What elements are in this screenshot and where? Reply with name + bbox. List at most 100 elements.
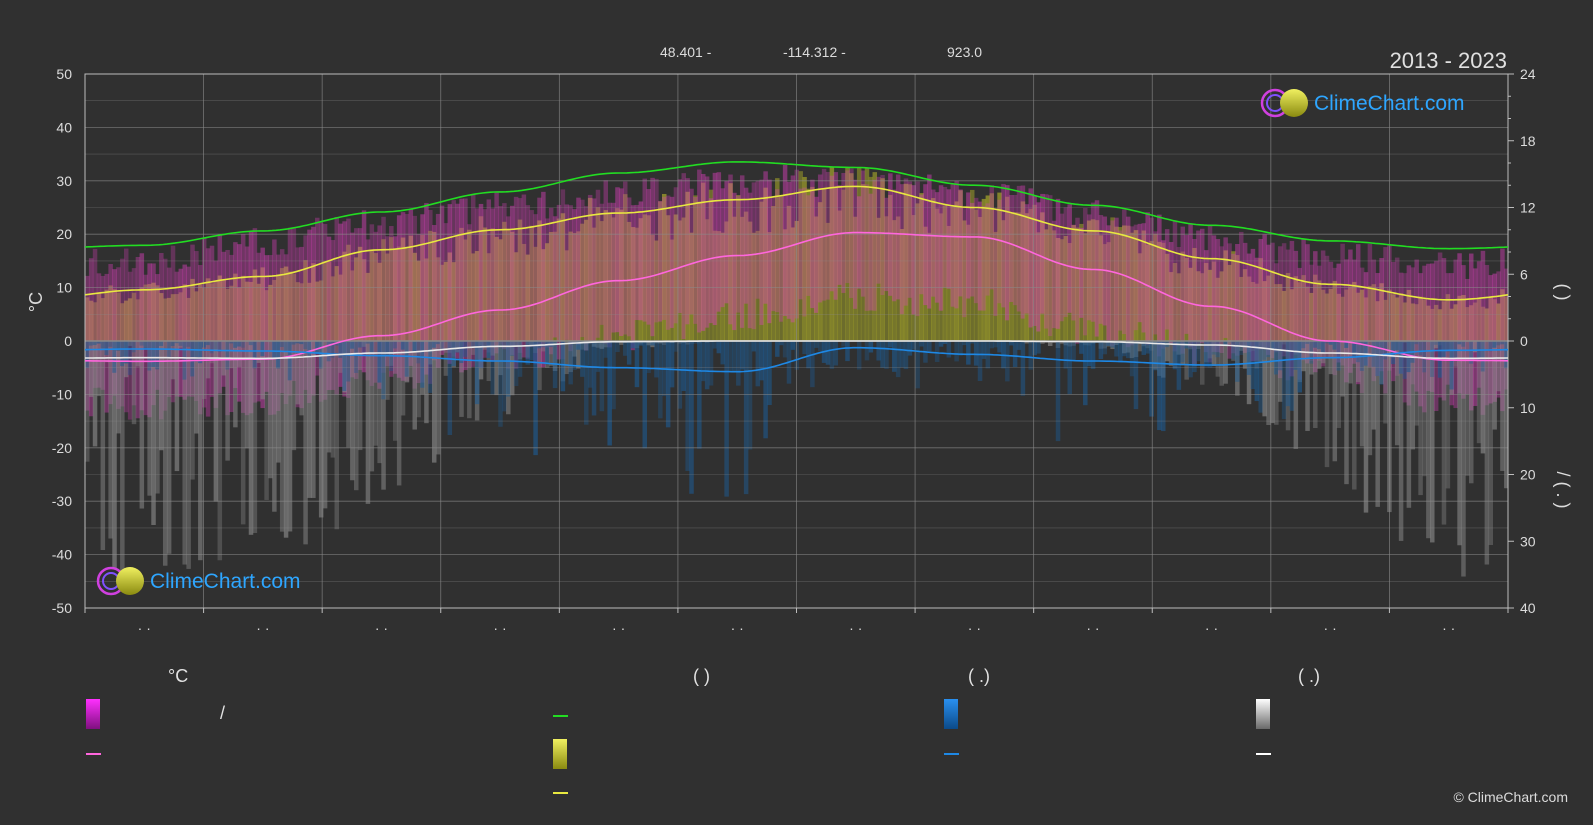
sunshine-bar xyxy=(1250,281,1256,341)
rain-bar xyxy=(942,341,948,345)
rain-bar xyxy=(693,341,698,344)
rain-bar xyxy=(1313,341,1318,348)
sunshine-bar xyxy=(736,194,741,341)
sunshine-bar xyxy=(252,269,258,341)
sunshine-bar xyxy=(1262,281,1267,341)
sunshine-bar xyxy=(1418,296,1423,341)
temp-range-bar xyxy=(1352,259,1357,364)
rain-bar xyxy=(810,341,815,388)
sunshine-bar xyxy=(1133,230,1139,341)
sunshine-bar xyxy=(1410,303,1416,341)
brand-logo-bottom[interactable]: ClimeChart.com xyxy=(96,566,301,596)
sunshine-bar xyxy=(1254,283,1260,341)
sunshine-bar xyxy=(985,195,991,341)
sunshine-bar xyxy=(373,253,378,341)
sunshine-bar xyxy=(1196,271,1201,341)
rain-bar xyxy=(229,341,234,344)
left-axis-unit: °C xyxy=(26,292,46,312)
temp-range-bar xyxy=(100,275,106,390)
snow-bar xyxy=(1336,341,1341,428)
legend-snow-swatch xyxy=(1256,699,1270,729)
temp-range-bar xyxy=(463,198,468,371)
sunshine-bar xyxy=(155,285,160,341)
sunshine-bar xyxy=(545,243,550,341)
snow-bar xyxy=(1028,341,1033,344)
sunshine-bar xyxy=(810,186,815,341)
snow-bar xyxy=(229,341,234,369)
snow-bar xyxy=(517,341,523,360)
temp-range-bar xyxy=(576,197,581,345)
snow-bar xyxy=(1114,341,1119,346)
snow-bar xyxy=(572,341,577,357)
snow-bar xyxy=(1122,341,1127,354)
sunshine-bar xyxy=(747,221,753,341)
left-tick-label: -10 xyxy=(52,386,72,402)
brand-name-top: ClimeChart.com xyxy=(1314,92,1465,115)
rain-bar xyxy=(509,341,515,356)
sunshine-bar xyxy=(1266,275,1271,341)
sunshine-bar xyxy=(431,231,437,341)
rain-bar xyxy=(1394,341,1400,351)
brand-logo-top[interactable]: ClimeChart.com xyxy=(1260,88,1465,118)
sunshine-bar xyxy=(841,189,846,341)
temp-range-bar xyxy=(829,175,835,292)
sunshine-bar xyxy=(1430,308,1435,341)
rain-bar xyxy=(248,341,254,346)
sunshine-bar xyxy=(408,235,414,341)
temp-range-bar xyxy=(911,185,917,315)
sunshine-bar xyxy=(1406,289,1412,341)
rain-bar xyxy=(194,341,199,362)
rain-bar xyxy=(576,341,581,350)
right-axis-label-bottom: / ( . ) xyxy=(1553,472,1573,509)
temp-range-bar xyxy=(447,204,453,364)
rain-bar xyxy=(198,341,203,364)
rain-bar xyxy=(654,341,659,378)
rain-bar xyxy=(96,341,102,344)
snow-bar xyxy=(127,341,133,346)
snow-bar xyxy=(1200,341,1205,385)
copyright-text: © ClimeChart.com xyxy=(1453,789,1568,805)
sunshine-bar xyxy=(837,210,842,341)
temp-range-bar xyxy=(1125,216,1131,348)
rain-bar xyxy=(782,341,788,358)
rain-bar xyxy=(1262,341,1267,360)
sunshine-bar xyxy=(1005,196,1010,341)
sunshine-bar xyxy=(131,292,137,341)
temp-range-bar xyxy=(229,254,234,413)
rain-bar xyxy=(287,341,293,381)
snow-bar xyxy=(1465,341,1470,476)
sunshine-bar xyxy=(1203,262,1209,341)
sunshine-bar xyxy=(724,221,729,341)
temp-range-bar xyxy=(233,242,238,389)
temp-range-bar xyxy=(1200,228,1205,344)
rain-bar xyxy=(1161,341,1166,432)
sunshine-bar xyxy=(1238,276,1244,341)
temp-range-bar xyxy=(669,196,675,328)
snow-bar xyxy=(1422,341,1427,477)
rain-bar xyxy=(716,341,722,354)
sunshine-bar xyxy=(1055,237,1061,341)
temp-range-bar xyxy=(299,246,304,409)
sunshine-bar xyxy=(872,172,878,341)
temp-range-bar xyxy=(810,179,815,309)
temp-range-bar xyxy=(587,194,593,344)
sunshine-bar xyxy=(162,298,168,341)
snow-bar xyxy=(1316,341,1322,369)
temp-range-bar xyxy=(837,185,842,285)
temp-range-bar xyxy=(330,240,336,390)
rain-bar xyxy=(299,341,304,345)
snow-bar xyxy=(120,341,125,574)
rain-bar xyxy=(88,341,94,346)
temp-range-bar xyxy=(1231,253,1236,354)
sunshine-bar xyxy=(888,194,893,341)
rain-bar xyxy=(377,341,382,383)
sunshine-bar xyxy=(287,271,293,341)
temp-range-bar xyxy=(322,223,328,400)
sunshine-bar xyxy=(853,216,858,341)
rain-bar xyxy=(997,341,1002,353)
sunshine-bar xyxy=(151,282,156,341)
rain-bar xyxy=(1145,341,1150,354)
snow-bar xyxy=(1488,341,1494,545)
sunshine-bar xyxy=(728,183,733,341)
